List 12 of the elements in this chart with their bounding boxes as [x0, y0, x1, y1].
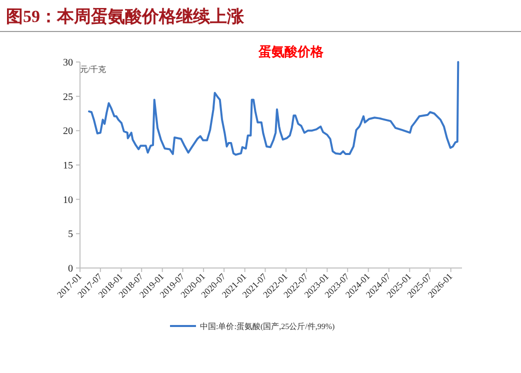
- y-tick-label: 10: [63, 194, 73, 206]
- y-tick-label: 0: [68, 264, 73, 274]
- y-tick-label: 30: [63, 58, 73, 68]
- y-tick-label: 5: [68, 229, 73, 240]
- chart-subtitle: 蛋氨酸价格: [258, 44, 324, 59]
- y-tick-label: 15: [63, 160, 73, 172]
- line-series: [88, 61, 460, 156]
- y-tick-label: 20: [63, 126, 73, 138]
- y-tick-label: 25: [63, 92, 73, 103]
- legend-label: 中国:单价:蛋氨酸(国产,25公斤/件,99%): [200, 322, 335, 331]
- y-axis-title: 元/千克: [80, 65, 106, 74]
- chart-title: 图59：本周蛋氨酸价格继续上涨: [6, 7, 245, 26]
